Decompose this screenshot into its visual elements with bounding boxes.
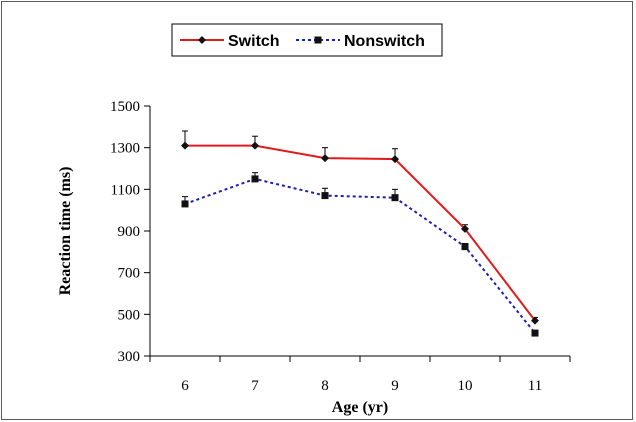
data-point-nonswitch	[321, 192, 329, 200]
y-tick-label: 900	[118, 224, 141, 240]
data-point-switch	[391, 155, 399, 164]
x-tick-label: 6	[181, 378, 189, 394]
legend-label-switch: Switch	[228, 33, 280, 50]
x-tick-label: 10	[458, 378, 473, 394]
y-tick-label: 700	[118, 266, 141, 282]
data-point-nonswitch	[531, 329, 539, 337]
legend-marker-nonswitch	[314, 36, 322, 44]
data-point-nonswitch	[251, 175, 259, 183]
data-point-nonswitch	[181, 200, 189, 208]
y-tick-label: 1300	[110, 141, 140, 157]
y-tick-label: 1100	[111, 182, 140, 198]
series-switch	[181, 130, 539, 325]
legend: Switch Nonswitch	[171, 23, 443, 57]
series-line-nonswitch	[184, 177, 536, 334]
y-tick-label: 500	[118, 307, 141, 323]
x-tick-label: 8	[321, 378, 329, 394]
legend-label-nonswitch: Nonswitch	[344, 33, 425, 50]
data-point-switch	[531, 316, 539, 325]
data-point-switch	[461, 224, 469, 233]
data-point-nonswitch	[461, 243, 469, 251]
legend-marker-switch	[198, 36, 206, 44]
data-point-switch	[251, 141, 259, 150]
x-tick-label: 9	[391, 378, 399, 394]
x-axis-title: Age (yr)	[332, 399, 388, 416]
x-tick-label: 7	[251, 378, 259, 394]
x-ticks: 6 7 8 9 10 11	[149, 356, 571, 394]
y-tick-label: 300	[118, 349, 141, 365]
y-axis-title: Reaction time (ms)	[57, 167, 74, 296]
x-tick-label: 11	[528, 378, 542, 394]
data-point-switch	[321, 154, 329, 163]
data-point-nonswitch	[391, 194, 399, 202]
y-ticks: 300 500 700 900 1100 1300 1500	[110, 99, 150, 365]
data-point-switch	[181, 141, 189, 150]
series-nonswitch	[181, 172, 539, 337]
series-layer	[181, 130, 539, 337]
y-tick-label: 1500	[110, 99, 140, 115]
series-line-switch	[185, 144, 536, 322]
